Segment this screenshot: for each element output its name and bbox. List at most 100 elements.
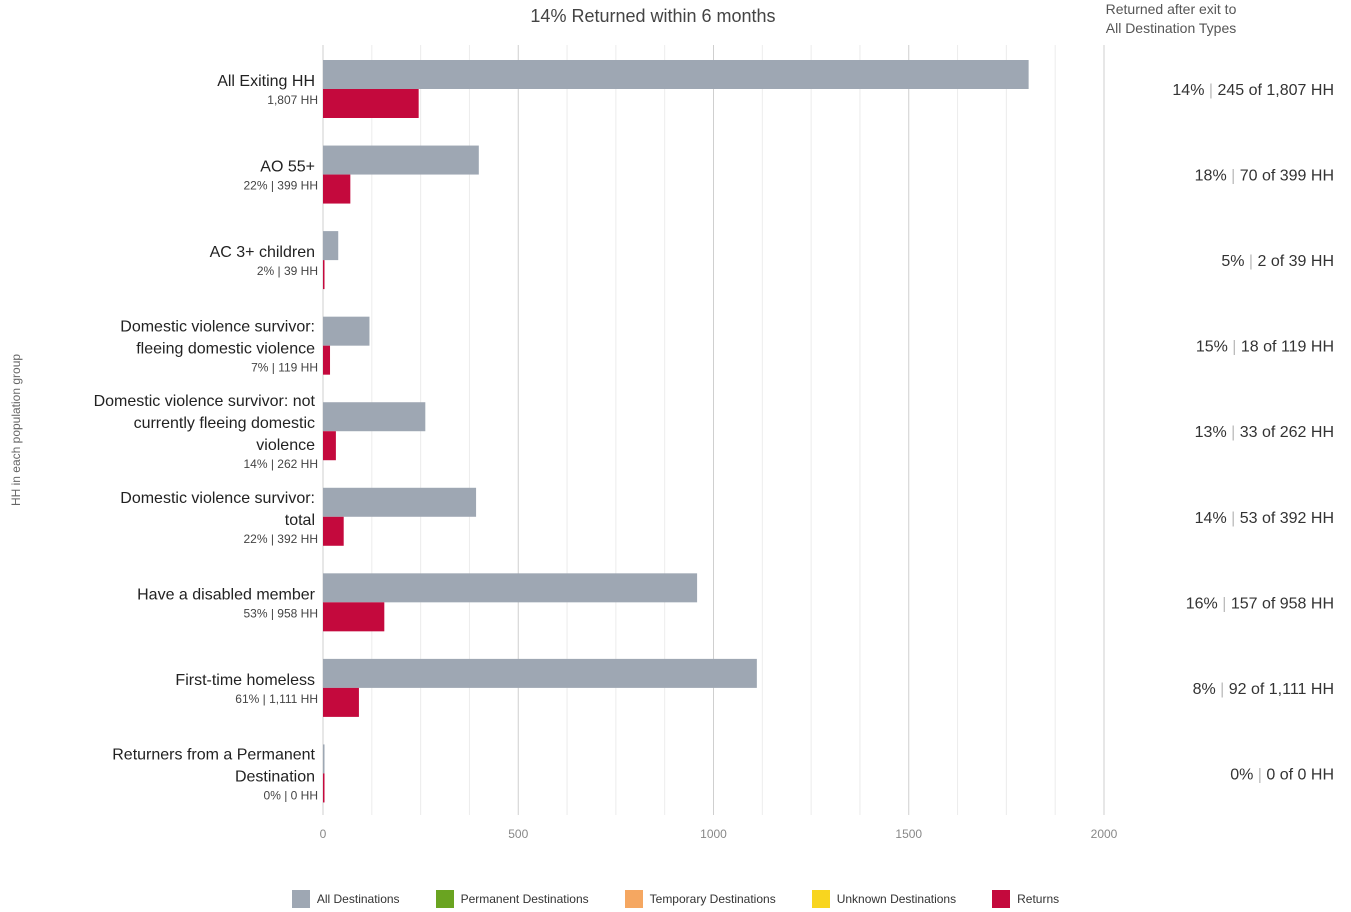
legend-label: Unknown Destinations — [836, 892, 957, 906]
return-summary: 13% | 33 of 262 HH — [1195, 424, 1334, 441]
chart-title: 14% Returned within 6 months — [530, 6, 776, 26]
return-count: 245 of 1,807 HH — [1217, 82, 1334, 99]
legend-swatch — [291, 890, 310, 908]
category-count: 53% | 958 HH — [244, 606, 319, 620]
x-tick-label: 2000 — [1091, 827, 1118, 841]
bar-all-destinations — [323, 573, 698, 603]
bar-returns — [323, 174, 351, 204]
category-label: violence — [256, 437, 315, 454]
bar-returns — [323, 89, 419, 118]
x-tick-label: 500 — [508, 827, 528, 841]
separator: | — [1220, 681, 1229, 698]
bar-returns — [323, 260, 325, 290]
legend-item[interactable]: All Destinations — [291, 890, 400, 908]
bar-all-destinations — [323, 60, 1029, 89]
return-summary: 16% | 157 of 958 HH — [1186, 595, 1334, 612]
category-label: AO 55+ — [260, 159, 315, 176]
return-percent: 0% — [1230, 766, 1258, 783]
category-label: total — [285, 512, 315, 529]
legend-label: Permanent Destinations — [460, 892, 589, 906]
separator: | — [1249, 253, 1258, 270]
bar-returns — [323, 687, 359, 717]
category-count: 22% | 399 HH — [244, 179, 319, 193]
category-label: fleeing domestic violence — [136, 341, 315, 358]
separator: | — [1209, 82, 1218, 99]
return-summary: 14% | 53 of 392 HH — [1195, 510, 1334, 527]
bar-returns — [323, 431, 336, 461]
category-label: First-time homeless — [175, 672, 315, 689]
return-percent: 16% — [1186, 595, 1222, 612]
bar-returns — [323, 345, 331, 375]
bar-all-destinations — [323, 744, 325, 774]
category-count: 7% | 119 HH — [251, 361, 318, 375]
category-label: Domestic violence survivor: not — [94, 393, 316, 410]
bar-returns — [323, 602, 385, 632]
category-label: Destination — [235, 768, 315, 785]
return-percent: 13% — [1195, 424, 1231, 441]
legend-swatch — [811, 890, 830, 908]
return-count: 70 of 399 HH — [1240, 168, 1334, 185]
category-count: 0% | 0 HH — [264, 788, 318, 802]
separator: | — [1222, 595, 1231, 612]
legend-label: Temporary Destinations — [649, 892, 776, 906]
separator: | — [1231, 168, 1240, 185]
bar-returns — [323, 773, 325, 803]
bar-all-destinations — [323, 316, 370, 346]
legend-label: Returns — [1017, 892, 1060, 906]
return-summary: 14% | 245 of 1,807 HH — [1172, 82, 1334, 99]
category-count: 2% | 39 HH — [257, 264, 318, 278]
return-summary: 5% | 2 of 39 HH — [1221, 253, 1334, 270]
legend-swatch — [435, 890, 454, 908]
category-count: 1,807 HH — [267, 93, 318, 107]
category-count: 14% | 262 HH — [244, 457, 319, 471]
legend-item[interactable]: Temporary Destinations — [624, 890, 776, 908]
category-count: 22% | 392 HH — [244, 532, 319, 546]
category-label: Returners from a Permanent — [112, 746, 315, 763]
return-count: 18 of 119 HH — [1241, 339, 1334, 356]
category-label: currently fleeing domestic — [134, 415, 315, 432]
return-percent: 14% — [1195, 510, 1231, 527]
return-count: 157 of 958 HH — [1231, 595, 1334, 612]
category-label: AC 3+ children — [210, 244, 315, 261]
return-summary: 8% | 92 of 1,111 HH — [1193, 681, 1334, 698]
return-summary: 15% | 18 of 119 HH — [1196, 339, 1334, 356]
return-percent: 8% — [1193, 681, 1221, 698]
return-count: 92 of 1,111 HH — [1229, 681, 1334, 698]
return-summary: 0% | 0 of 0 HH — [1230, 766, 1334, 783]
return-percent: 15% — [1196, 339, 1232, 356]
return-percent: 18% — [1195, 168, 1231, 185]
legend-item[interactable]: Permanent Destinations — [435, 890, 589, 908]
category-label: Domestic violence survivor: — [120, 490, 315, 507]
bar-chart: 0 500 1000 1500 2000 All Exiting HH 1,807 HH 14… — [94, 45, 1334, 841]
legend-swatch — [624, 890, 643, 908]
separator: | — [1231, 510, 1240, 527]
return-count: 53 of 392 HH — [1240, 510, 1334, 527]
summary-header-line-1: Returned after exit to — [1105, 1, 1237, 17]
bar-returns — [323, 516, 344, 546]
bar-all-destinations — [323, 658, 757, 688]
legend-item[interactable]: Unknown Destinations — [811, 890, 957, 908]
x-tick-label: 1000 — [700, 827, 727, 841]
category-count: 61% | 1,111 HH — [235, 692, 318, 706]
bar-all-destinations — [323, 145, 479, 175]
return-percent: 5% — [1221, 253, 1249, 270]
category-label: Have a disabled member — [137, 586, 316, 603]
separator: | — [1258, 766, 1267, 783]
summary-header: Returned after exit to All Destination T… — [1061, 0, 1281, 38]
separator: | — [1232, 339, 1241, 356]
legend: All Destinations Permanent Destinations Te… — [0, 890, 1351, 908]
separator: | — [1231, 424, 1240, 441]
category-label: All Exiting HH — [217, 73, 315, 90]
legend-label: All Destinations — [316, 892, 400, 906]
x-tick-label: 0 — [320, 827, 327, 841]
category-label: Domestic violence survivor: — [120, 319, 315, 336]
return-percent: 14% — [1172, 82, 1208, 99]
legend-item[interactable]: Returns — [992, 890, 1059, 908]
return-summary: 18% | 70 of 399 HH — [1195, 168, 1334, 185]
legend-swatch — [992, 890, 1011, 908]
x-tick-label: 1500 — [895, 827, 922, 841]
return-count: 33 of 262 HH — [1240, 424, 1334, 441]
return-count: 2 of 39 HH — [1258, 253, 1334, 270]
bar-all-destinations — [323, 487, 477, 517]
bar-all-destinations — [323, 231, 339, 261]
